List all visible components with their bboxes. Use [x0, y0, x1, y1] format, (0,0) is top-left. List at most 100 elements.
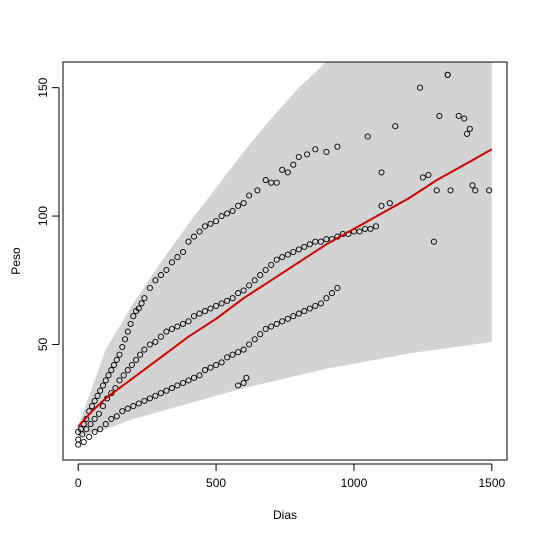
data-point: [392, 123, 399, 130]
data-point: [91, 397, 98, 404]
data-point: [229, 207, 236, 214]
data-point: [372, 223, 380, 230]
data-point: [246, 192, 253, 199]
data-point: [284, 251, 291, 258]
data-point: [152, 338, 159, 345]
data-point: [229, 295, 236, 302]
data-point: [110, 361, 118, 369]
axes: 0 500 1000 1500 50 100 150: [36, 77, 506, 490]
data-point: [75, 441, 82, 448]
data-point: [218, 300, 225, 307]
data-point: [108, 415, 115, 422]
data-point: [251, 336, 258, 343]
data-point: [312, 302, 319, 309]
data-point: [196, 372, 203, 379]
data-point: [461, 115, 468, 122]
data-point: [295, 246, 302, 253]
data-point: [224, 297, 231, 304]
data-point: [317, 238, 324, 245]
data-point: [116, 377, 123, 384]
data-point: [83, 426, 90, 433]
data-point: [179, 248, 187, 256]
data-point: [190, 233, 198, 240]
data-point: [141, 295, 148, 302]
data-point: [97, 387, 104, 394]
plot-frame: [62, 61, 508, 461]
data-point: [301, 243, 308, 250]
data-point: [251, 277, 258, 284]
x-tick-label: 1000: [341, 476, 368, 490]
data-point: [417, 84, 424, 91]
data-point: [254, 187, 261, 194]
data-point: [436, 112, 443, 119]
data-point: [152, 392, 159, 399]
data-point: [218, 213, 225, 220]
data-point: [138, 300, 145, 307]
data-point: [146, 284, 153, 292]
data-point: [207, 305, 214, 312]
data-point: [102, 421, 109, 428]
x-tick-label: 1500: [478, 476, 505, 490]
data-point: [240, 379, 247, 387]
data-point: [179, 320, 187, 327]
x-tick-label: 500: [206, 476, 226, 490]
data-point: [224, 210, 231, 217]
data-point: [146, 341, 153, 348]
data-point: [356, 228, 363, 235]
data-point: [224, 354, 231, 361]
data-point: [262, 325, 269, 333]
data-point: [290, 161, 297, 168]
data-point: [466, 125, 473, 132]
data-point: [207, 220, 214, 227]
data-point: [119, 408, 126, 415]
x-axis-title: Dias: [273, 508, 297, 522]
data-point: [486, 187, 493, 194]
data-point: [185, 377, 192, 384]
data-point: [317, 300, 324, 307]
data-point: [174, 323, 181, 330]
data-point: [378, 169, 385, 176]
data-point: [99, 403, 107, 410]
data-point: [99, 382, 107, 389]
data-point: [94, 392, 101, 399]
data-point: [240, 346, 247, 353]
data-point: [121, 336, 129, 343]
data-point: [91, 428, 98, 435]
data-point: [168, 385, 175, 392]
data-point: [367, 225, 374, 232]
data-point: [433, 187, 440, 194]
data-point: [174, 254, 181, 261]
data-point: [190, 313, 198, 320]
data-point: [213, 361, 220, 369]
data-point: [108, 367, 115, 374]
data-point: [137, 351, 144, 358]
data-point: [284, 169, 291, 176]
data-point: [163, 328, 170, 335]
data-point: [201, 223, 209, 230]
data-point: [146, 395, 153, 402]
data-point: [378, 202, 385, 209]
data-point: [279, 318, 286, 325]
data-point: [334, 143, 341, 150]
data-point: [301, 308, 308, 315]
data-point: [444, 71, 451, 78]
data-point: [119, 343, 126, 351]
data-point: [113, 413, 120, 420]
data-point: [463, 130, 471, 137]
data-point: [246, 282, 253, 289]
data-point: [279, 166, 286, 173]
data-point: [257, 331, 264, 338]
data-point: [201, 367, 209, 374]
data-point: [218, 359, 225, 366]
data-point: [97, 426, 104, 433]
y-tick-label: 150: [36, 77, 50, 97]
data-point: [425, 171, 432, 179]
data-point: [304, 151, 311, 158]
data-point: [246, 341, 253, 348]
data-point: [128, 361, 135, 369]
data-point: [124, 367, 131, 374]
data-point: [306, 241, 313, 248]
data-point: [213, 302, 220, 309]
data-point: [201, 308, 209, 315]
data-point: [455, 112, 462, 119]
